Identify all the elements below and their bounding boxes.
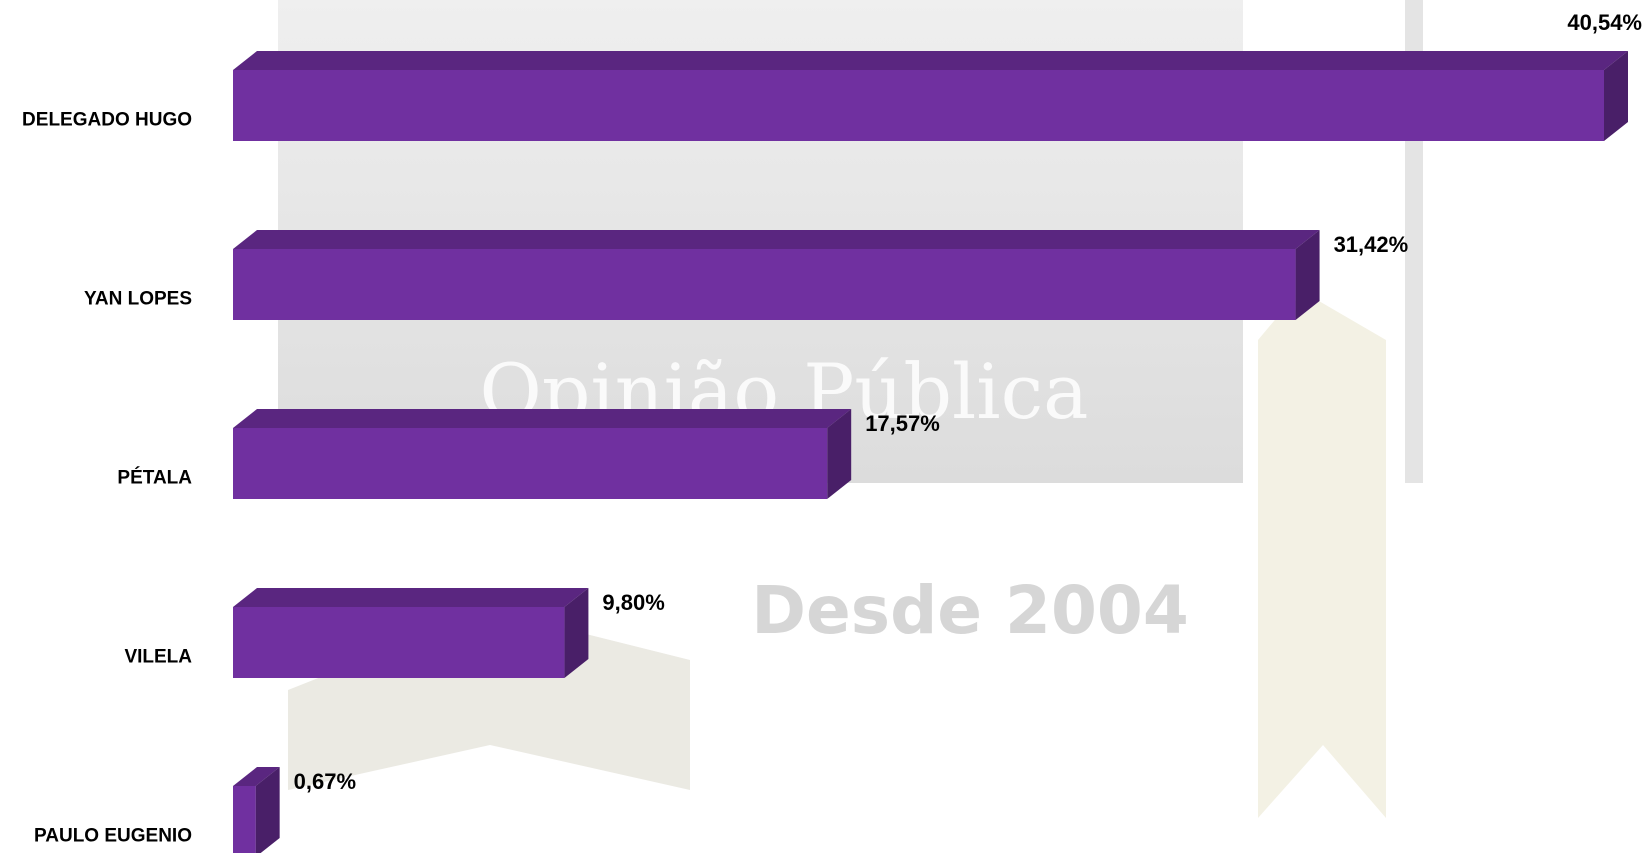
bar-top	[233, 767, 280, 786]
bar	[233, 428, 828, 499]
bar-top	[233, 588, 589, 607]
bar	[233, 786, 256, 853]
category-label: PÉTALA	[117, 467, 192, 489]
watermark-ribbon	[1258, 290, 1386, 818]
bar-side	[1295, 230, 1320, 320]
bar-top	[233, 409, 852, 428]
category-label: DELEGADO HUGO	[22, 110, 192, 131]
watermark-text: Desde 2004	[751, 572, 1189, 649]
value-label: 40,54%	[1567, 10, 1642, 35]
value-label: 31,42%	[1334, 232, 1409, 257]
bar	[233, 249, 1296, 320]
bar	[233, 70, 1604, 141]
value-label: 17,57%	[865, 411, 940, 436]
bar-side	[255, 767, 280, 853]
category-label: VILELA	[124, 647, 192, 668]
bar-side	[1604, 51, 1628, 141]
category-label: YAN LOPES	[84, 289, 192, 310]
bar-side	[827, 409, 852, 499]
value-label: 9,80%	[602, 590, 664, 615]
bar-top	[233, 51, 1628, 70]
bar-top	[233, 230, 1320, 249]
category-label: PAULO EUGENIO	[34, 826, 192, 847]
bar	[233, 607, 565, 678]
bar-side	[564, 588, 589, 678]
value-label: 0,67%	[294, 769, 356, 794]
